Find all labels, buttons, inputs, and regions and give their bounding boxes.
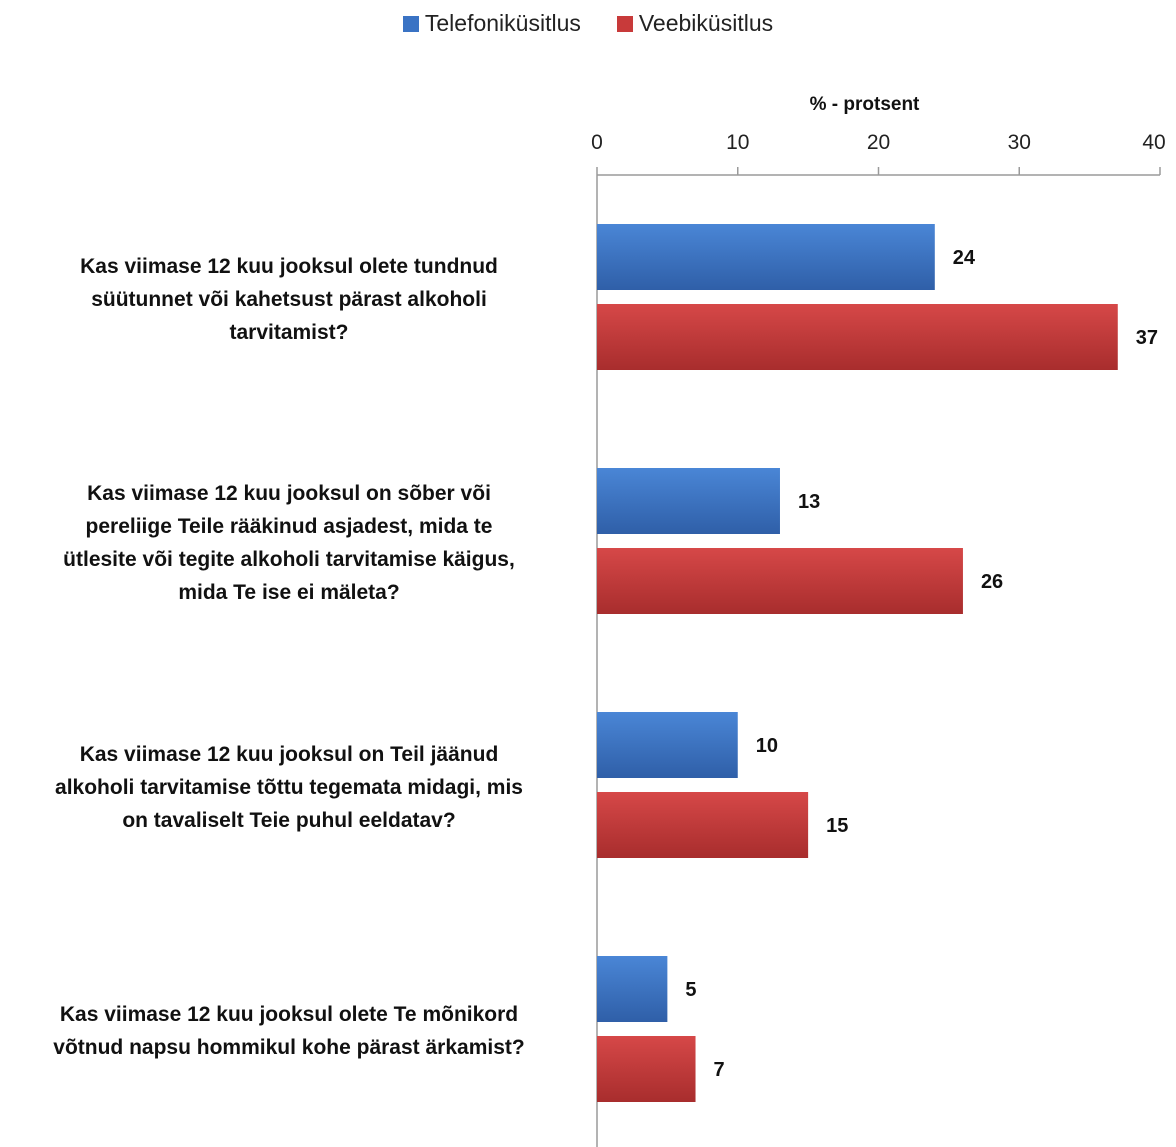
bar-phone-4 [597,956,668,1022]
data-label: 5 [685,979,696,1001]
x-tick-label: 0 [591,131,603,154]
category-label-line: süütunnet või kahetsust pärast alkoholi [91,287,487,311]
bar-phone-1 [597,224,935,290]
category-label-line: ütlesite või tegite alkoholi tarvitamise… [63,548,515,571]
category-label-1: Kas viimase 12 kuu jooksul olete tundnud… [0,250,578,349]
x-tick-label: 40 [1142,131,1165,154]
legend-label-phone: Telefoniküsitlus [424,10,581,36]
data-label: 13 [798,491,820,513]
data-label: 10 [756,735,778,757]
x-axis-title: % - protsent [810,94,920,115]
bar-web-4 [597,1036,696,1102]
category-label-line: Kas viimase 12 kuu jooksul olete Te mõni… [59,1003,519,1026]
x-tick-label: 10 [726,131,749,154]
category-label-line: Kas viimase 12 kuu jooksul on Teil jäänu… [79,742,499,766]
category-label-line: Kas viimase 12 kuu jooksul olete tundnud [80,254,498,278]
legend-swatch-phone [402,15,419,32]
category-label-4: Kas viimase 12 kuu jooksul olete Te mõni… [0,998,578,1064]
x-tick-label: 20 [867,131,890,154]
legend-item-web: Veebiküsitlus [616,10,774,37]
data-label: 7 [714,1059,725,1081]
legend-label-web: Veebiküsitlus [638,10,774,36]
legend-item-phone: Telefoniküsitlus [402,10,581,37]
category-label-line: võtnud napsu hommikul kohe pärast ärkami… [53,1036,525,1059]
bar-phone-2 [597,468,780,534]
category-label-3: Kas viimase 12 kuu jooksul on Teil jäänu… [0,738,578,837]
category-label-line: tarvitamist? [229,320,349,344]
data-label: 26 [981,571,1003,593]
category-label-line: Kas viimase 12 kuu jooksul on sõber või [87,482,491,505]
category-label-line: alkoholi tarvitamise tõttu tegemata mida… [55,775,523,799]
legend: Telefoniküsitlus Veebiküsitlus [0,10,1176,37]
x-tick-label: 30 [1008,131,1031,154]
bar-web-1 [597,304,1118,370]
legend-swatch-web [616,15,633,32]
category-label-line: pereliige Teile rääkinud asjadest, mida … [85,515,493,538]
category-label-line: on tavaliselt Teie puhul eeldatav? [122,808,456,832]
data-label: 37 [1136,327,1158,349]
category-label-line: mida Te ise ei mäleta? [178,581,400,604]
bar-web-2 [597,548,963,614]
data-label: 24 [953,247,976,269]
category-label-2: Kas viimase 12 kuu jooksul on sõber või p… [0,477,578,609]
bar-web-3 [597,792,809,858]
data-label: 15 [826,815,848,837]
bar-phone-3 [597,712,738,778]
